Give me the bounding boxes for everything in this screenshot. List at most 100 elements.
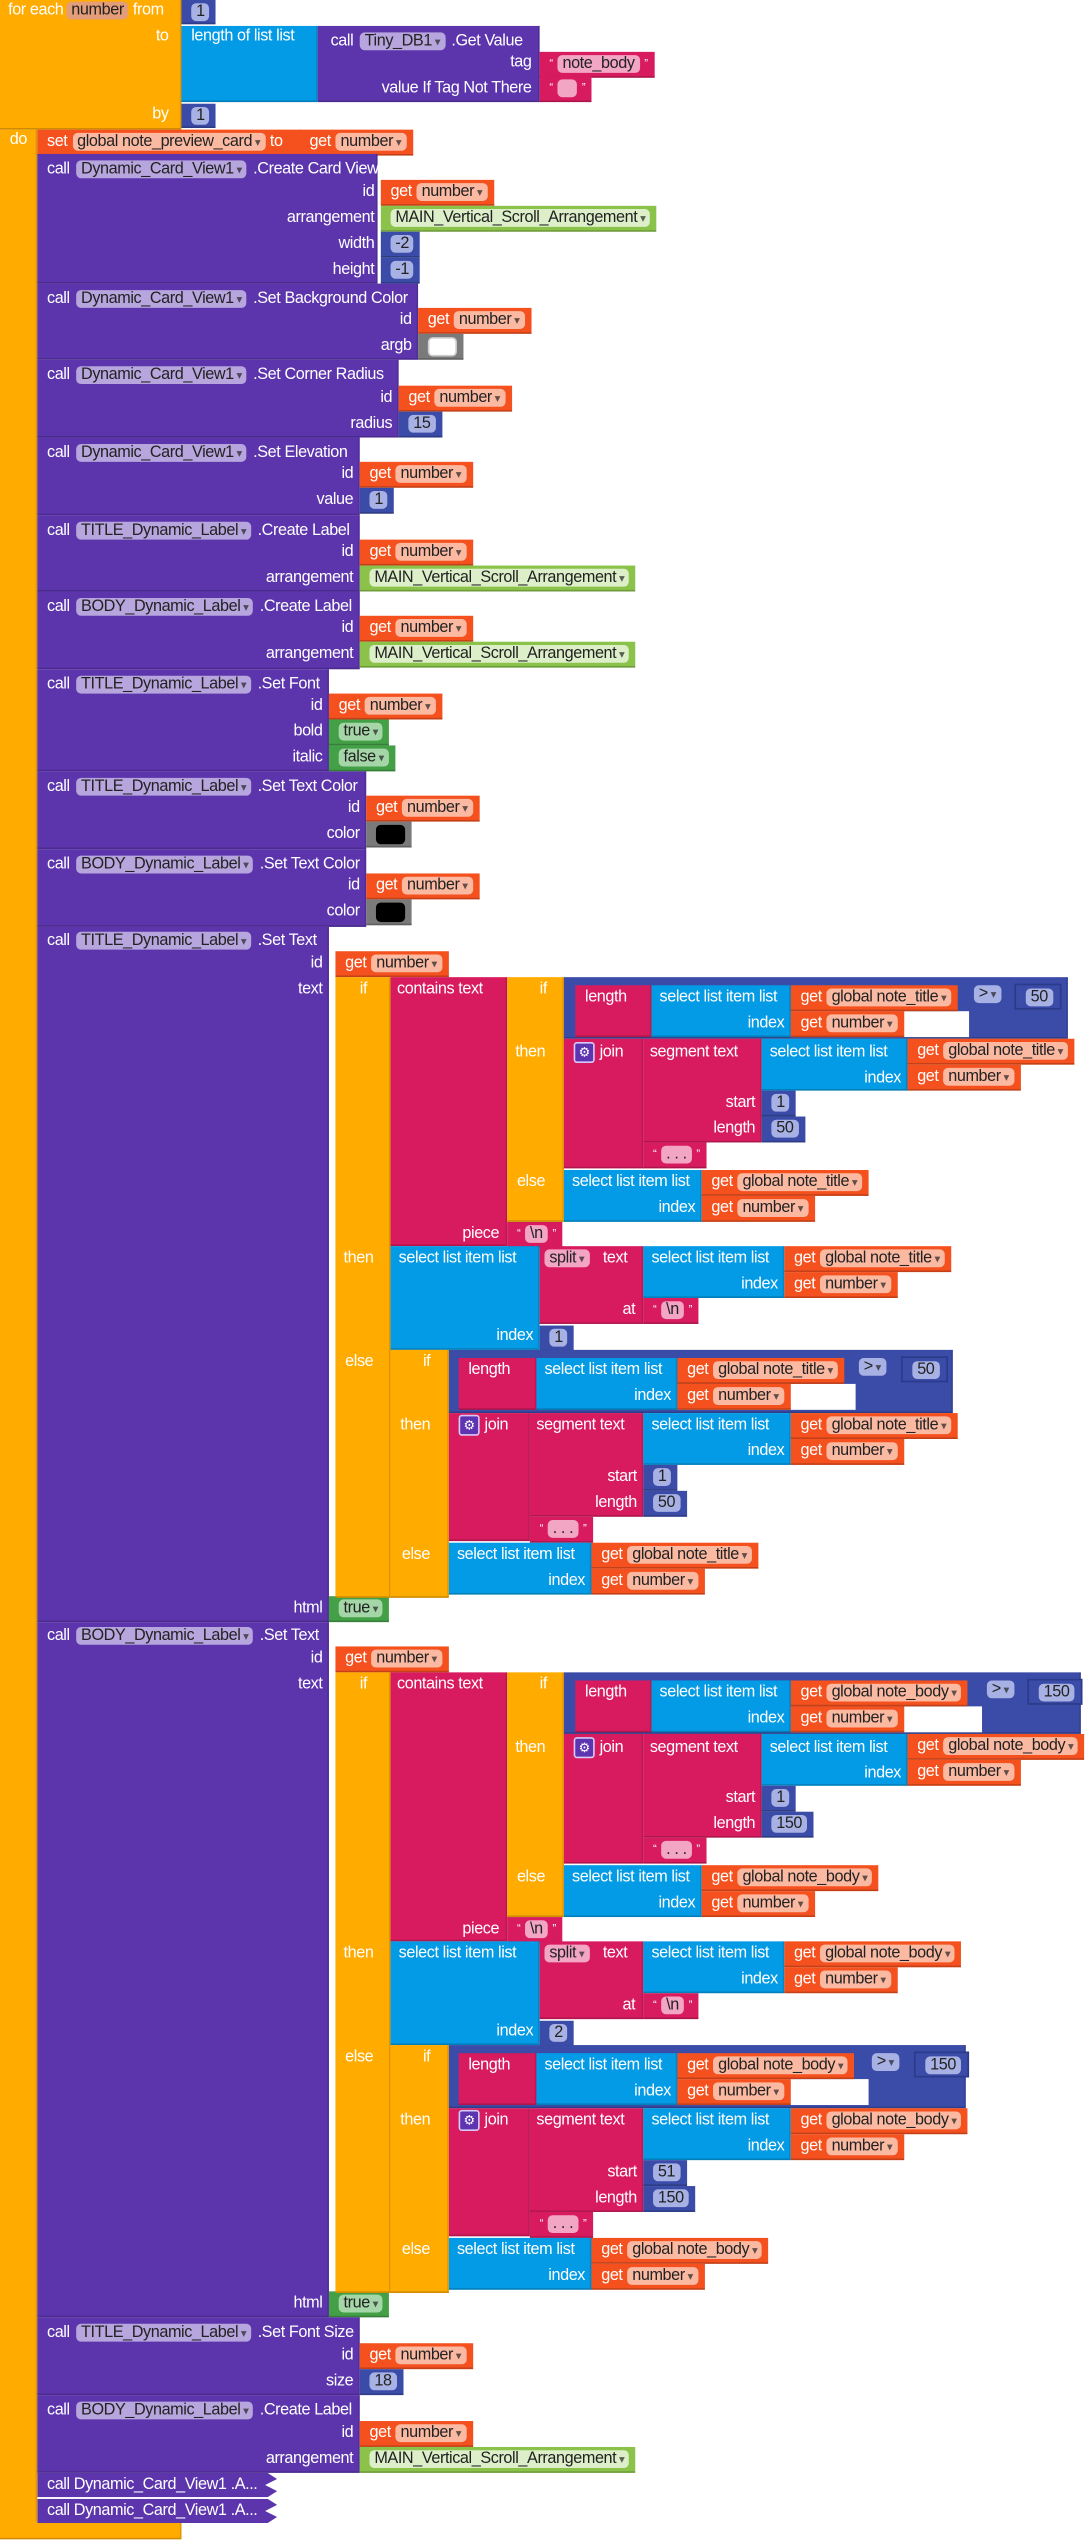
get-number-block[interactable]: get number [299,129,413,156]
newline-text-block[interactable]: “ \n ” [643,1298,699,1324]
get-number-block[interactable]: get number [790,1706,904,1733]
variable-dropdown[interactable]: global note_title [820,1249,945,1268]
variable-dropdown[interactable]: global note_title [943,1041,1068,1060]
variable-dropdown[interactable]: number [364,696,436,715]
get-list-block[interactable]: get global note_body [907,1733,1085,1760]
component-dropdown[interactable]: BODY_Dynamic_Label [76,2400,254,2419]
select-list-item-block[interactable] [563,1170,702,1222]
black-color-swatch[interactable] [375,901,406,922]
arrangement-component-block[interactable]: MAIN_Vertical_Scroll_Arrangement [359,641,636,668]
length-block[interactable] [458,2053,537,2106]
newline-value[interactable]: \n [525,1920,548,1939]
variable-dropdown[interactable]: global note_title [737,1173,863,1192]
variable-dropdown[interactable]: number [453,311,525,329]
start-value[interactable]: 1 [653,1468,672,1486]
variable-dropdown[interactable]: number [820,1970,891,1989]
select-list-item-block[interactable] [643,1246,785,1299]
arrangement-dropdown[interactable]: MAIN_Vertical_Scroll_Arrangement [369,568,630,587]
variable-dropdown[interactable]: number [826,1709,897,1728]
select-list-item-block[interactable] [761,1038,908,1091]
get-number-block[interactable]: get number [677,1383,791,1410]
get-number-block[interactable]: get number [790,1439,904,1465]
from-value[interactable]: 1 [191,2,210,21]
max-number-block[interactable]: 150 [913,2051,969,2078]
select-list-item-block[interactable] [651,1680,791,1733]
outer-if-block[interactable] [335,1672,391,2294]
italic-boolean-block[interactable]: false [328,745,396,772]
arrangement-dropdown[interactable]: MAIN_Vertical_Scroll_Arrangement [390,209,651,227]
from-number-block[interactable]: 1 [181,0,217,25]
variable-dropdown[interactable]: global note_body [943,1737,1079,1756]
newline-value[interactable]: \n [661,1996,684,2015]
get-list-block[interactable]: get global note_title [907,1038,1075,1065]
ellipsis-value[interactable]: . . . [661,1840,692,1859]
gear-icon[interactable]: ⚙ [573,1737,595,1759]
get-list-block[interactable]: get global note_title [701,1170,869,1196]
variable-dropdown[interactable]: number [335,132,406,151]
length-value[interactable]: 50 [653,1494,681,1512]
length-block[interactable] [575,1680,652,1733]
elevation-value[interactable]: 1 [369,491,388,509]
component-dropdown[interactable]: Dynamic_Card_View1 [76,443,247,462]
get-number-block[interactable]: get number [784,1272,897,1299]
inner-if-block[interactable] [390,2045,449,2294]
component-dropdown[interactable]: TITLE_Dynamic_Label [76,777,252,795]
set-text-call-block[interactable] [37,926,329,1623]
loop-variable-field[interactable]: number [66,1,129,20]
max-number-block[interactable]: 150 [1027,1678,1083,1705]
component-dropdown[interactable]: BODY_Dynamic_Label [76,597,254,615]
variable-dropdown[interactable]: number [820,1275,891,1294]
max-value[interactable]: 150 [925,2055,961,2074]
by-number-block[interactable]: 1 [181,103,217,129]
variable-dropdown[interactable]: number [395,619,466,637]
get-number-block[interactable]: get number [701,1891,815,1918]
color-black-block[interactable] [366,821,412,848]
select-list-item-block[interactable] [536,1357,678,1410]
variable-dropdown[interactable]: number [826,2137,897,2156]
segment-block[interactable] [529,2108,644,2212]
variable-dropdown[interactable]: number [737,1894,808,1913]
length-number-block[interactable]: 50 [761,1116,805,1143]
operator-dropdown[interactable]: > [986,1680,1014,1699]
italic-dropdown[interactable]: false [338,748,389,767]
get-number-block[interactable]: get number [591,2263,705,2290]
component-dropdown[interactable]: TITLE_Dynamic_Label [76,520,252,539]
get-number-block[interactable]: get number [677,2079,791,2106]
ellipsis-text-block[interactable]: “. . .” [529,2211,593,2238]
get-list-block[interactable]: get global note_body [677,2053,855,2080]
variable-dropdown[interactable]: number [371,1649,442,1668]
length-number-block[interactable]: 150 [643,2186,696,2212]
get-number-block[interactable]: get number [907,1759,1021,1786]
variable-dropdown[interactable]: global note_title [627,1545,752,1564]
tag-text-block[interactable]: “ note_body ” [539,51,655,78]
length-block[interactable] [575,985,652,1038]
height-number-block[interactable]: -1 [380,257,421,284]
get-number-block[interactable]: get number [328,693,442,720]
variable-dropdown[interactable]: global note_body [826,2111,962,2130]
get-number-block[interactable]: get number [359,461,473,488]
width-value[interactable]: -2 [390,234,414,253]
by-value[interactable]: 1 [191,106,210,124]
get-number-block[interactable]: get number [591,1568,705,1595]
inner-if-block[interactable] [390,1349,449,1598]
variable-dropdown[interactable]: number [826,1442,897,1461]
variable-dropdown[interactable]: number [943,1067,1014,1086]
select-list-item-block[interactable] [390,1941,540,2046]
ellipsis-value[interactable]: . . . [547,2215,579,2234]
set-text-call-block[interactable] [37,1622,329,2318]
length-of-list-block[interactable] [181,25,318,103]
variable-dropdown[interactable]: global note_body [713,2056,849,2075]
variable-dropdown[interactable]: global note_body [826,1683,962,1702]
variable-dropdown[interactable]: global note_body [737,1868,873,1887]
variable-dropdown[interactable]: global note_body [627,2241,763,2259]
select-list-item-block[interactable] [651,985,791,1038]
gear-icon[interactable]: ⚙ [458,1414,480,1436]
get-list-block[interactable]: get global note_title [790,985,958,1012]
select-list-item-block[interactable] [448,2237,592,2290]
length-block[interactable] [458,1357,537,1410]
ellipsis-text-block[interactable]: “. . .” [529,1516,593,1543]
max-value[interactable]: 50 [912,1360,940,1379]
split-index-value[interactable]: 1 [549,1328,568,1347]
start-value[interactable]: 51 [653,2163,681,2182]
get-number-block[interactable]: get number [359,539,473,566]
